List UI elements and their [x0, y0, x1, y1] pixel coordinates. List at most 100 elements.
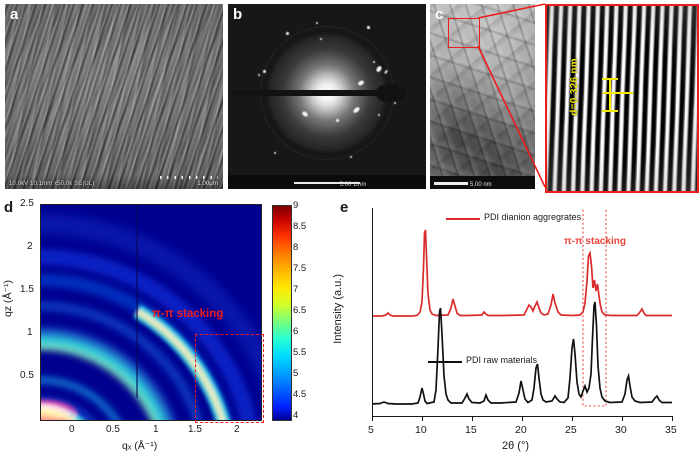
- tem-texture: [430, 4, 535, 189]
- saed-diffraction-spot: [263, 70, 267, 74]
- xrd-axis-x: [372, 416, 673, 418]
- xrd-series-black: [372, 301, 672, 405]
- xrd-xtick-5: 5: [368, 424, 374, 436]
- saed-scale-bar: [294, 182, 360, 184]
- saed-scale-text: 5.00 1/nm: [339, 182, 367, 188]
- xrd-legend-label-black: PDI raw materials: [466, 355, 538, 365]
- hrtem-vignette: [547, 6, 697, 191]
- giwaxs-ytick-2.5: 2.5: [20, 198, 34, 209]
- giwaxs-ytick-1.5: 1.5: [20, 284, 34, 295]
- top-panel-row: 10.0kV 10.1mm x50.0k SE(UL) 1.00μm a: [0, 0, 700, 193]
- saed-diffraction-spot: [320, 38, 323, 41]
- panel-d-giwaxs: d: [0, 196, 330, 463]
- xrd-plot-area: [372, 208, 672, 416]
- giwaxs-ytick-2: 2: [27, 241, 33, 252]
- xrd-xtick-mark: [572, 417, 574, 421]
- giwaxs-axis-top: [40, 204, 262, 205]
- colorbar-tick-6: 6: [293, 326, 299, 337]
- panel-label-b: b: [233, 6, 243, 23]
- xrd-xtick-mark: [372, 417, 374, 421]
- d-spacing-marker: [602, 78, 618, 112]
- giwaxs-xlabel: qₓ (Å⁻¹): [122, 440, 158, 452]
- tem-selection-box: [448, 18, 480, 48]
- colorbar-tick-8.5: 8.5: [293, 221, 307, 232]
- panel-c-hrtem-inset: d=0.326 nm: [545, 4, 699, 193]
- saed-diffraction-spot: [373, 61, 375, 63]
- giwaxs-ytick-0.5: 0.5: [20, 370, 34, 381]
- giwaxs-colorbar: [272, 205, 292, 421]
- giwaxs-pi-stacking-label: π-π stacking: [152, 308, 224, 320]
- giwaxs-scattering-map: [40, 204, 261, 420]
- d-spacing-marker-cross: [603, 92, 633, 94]
- sem-scale-text: 1.00μm: [197, 180, 218, 187]
- sem-scale-bar: [160, 176, 218, 179]
- xrd-xtick-35: 35: [665, 424, 677, 436]
- colorbar-tick-7.5: 7.5: [293, 263, 307, 274]
- giwaxs-pi-stacking-box: [195, 334, 264, 423]
- giwaxs-plot-area: [40, 204, 262, 420]
- xrd-xtick-mark: [672, 417, 674, 421]
- panel-label-a: a: [10, 6, 19, 23]
- panel-e-xrd: e PDI dianion aggregrates PDI raw materi…: [330, 196, 700, 463]
- giwaxs-ytick-1: 1: [27, 327, 33, 338]
- xrd-xtick-10: 10: [415, 424, 427, 436]
- giwaxs-xtick-0: 0: [69, 424, 75, 435]
- colorbar-tick-4: 4: [293, 410, 299, 421]
- tem-scale-bar: [434, 182, 468, 185]
- panel-label-c: c: [435, 6, 444, 23]
- saed-diffraction-spot: [316, 22, 318, 24]
- colorbar-tick-5.5: 5.5: [293, 347, 307, 358]
- xrd-xtick-mark: [472, 417, 474, 421]
- xrd-pi-stacking-box: [582, 208, 607, 407]
- saed-diffraction-spot: [336, 119, 339, 122]
- xrd-xlabel: 2θ (°): [502, 440, 530, 452]
- saed-diffraction-spot: [350, 156, 353, 159]
- hrtem-fringe-modulation: [547, 6, 697, 191]
- xrd-xtick-mark: [422, 417, 424, 421]
- sem-fiber-overlay: [5, 4, 223, 189]
- xrd-xtick-15: 15: [465, 424, 477, 436]
- giwaxs-axis-right: [261, 204, 262, 421]
- saed-diffraction-spot: [258, 74, 260, 76]
- panel-b-saed-image: 5.00 1/nm: [228, 4, 426, 189]
- giwaxs-xtick-2: 2: [234, 424, 240, 435]
- saed-diffraction-spot: [367, 26, 370, 29]
- panel-c-tem-image: 5.00 nm: [430, 4, 535, 189]
- xrd-xtick-20: 20: [515, 424, 527, 436]
- colorbar-tick-4.5: 4.5: [293, 389, 307, 400]
- colorbar-tick-9: 9: [293, 200, 299, 211]
- panel-label-d: d: [4, 199, 14, 216]
- xrd-pi-stacking-label: π-π stacking: [564, 236, 626, 247]
- xrd-ylabel: Intensity (a.u.): [332, 274, 344, 344]
- saed-diffraction-spot: [274, 152, 277, 155]
- d-spacing-label: d=0.326 nm: [569, 58, 580, 116]
- xrd-axis-y: [372, 208, 374, 417]
- panel-a-sem-image: 10.0kV 10.1mm x50.0k SE(UL) 1.00μm: [5, 4, 223, 189]
- saed-beam-stop: [232, 83, 406, 102]
- xrd-legend-label-red: PDI dianion aggregrates: [484, 212, 582, 222]
- tem-scale-text: 5.00 nm: [470, 182, 492, 188]
- xrd-curves: [372, 208, 672, 407]
- panel-label-e: e: [340, 199, 349, 216]
- xrd-xtick-mark: [522, 417, 524, 421]
- colorbar-tick-8: 8: [293, 242, 299, 253]
- sem-instrument-text: 10.0kV 10.1mm x50.0k SE(UL): [9, 181, 95, 187]
- xrd-series-red: [372, 229, 672, 317]
- xrd-xtick-25: 25: [565, 424, 577, 436]
- colorbar-tick-6.5: 6.5: [293, 305, 307, 316]
- giwaxs-xtick-1: 1: [153, 424, 159, 435]
- xrd-xtick-30: 30: [615, 424, 627, 436]
- giwaxs-axis-bottom: [40, 420, 262, 421]
- xrd-xtick-mark: [622, 417, 624, 421]
- saed-diffraction-spot: [378, 114, 381, 117]
- saed-diffraction-spot: [394, 102, 396, 104]
- giwaxs-xtick-0.5: 0.5: [106, 424, 120, 435]
- sem-texture: [5, 4, 223, 189]
- saed-diffraction-spot: [286, 32, 289, 35]
- colorbar-tick-7: 7: [293, 284, 299, 295]
- giwaxs-axis-left: [40, 204, 41, 421]
- giwaxs-ylabel: qᴢ (Å⁻¹): [2, 280, 14, 318]
- giwaxs-xtick-1.5: 1.5: [188, 424, 202, 435]
- colorbar-tick-5: 5: [293, 368, 299, 379]
